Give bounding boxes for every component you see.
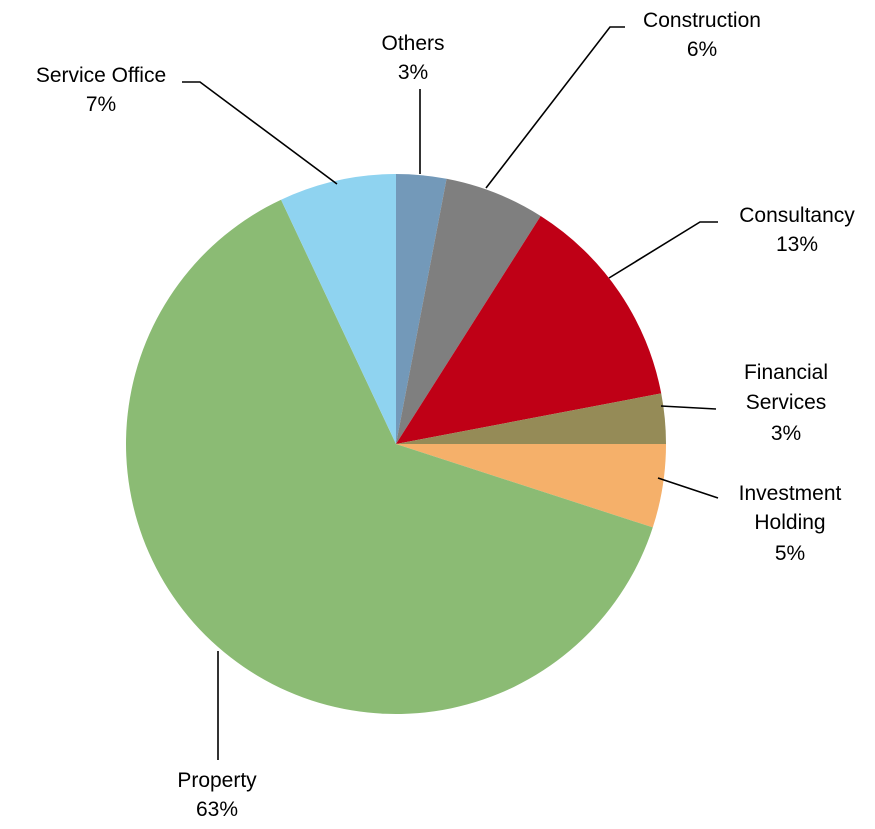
leader-line-financial-services xyxy=(660,405,717,410)
leader-line-investment-holding xyxy=(657,477,719,499)
slice-label-service-office: Service Office xyxy=(36,64,166,87)
slice-percent-financial-services: 3% xyxy=(771,422,801,445)
pie-slice-service-office xyxy=(281,174,396,444)
pie-slice-investment-holding xyxy=(396,444,666,528)
slice-percent-consultancy: 13% xyxy=(776,233,818,256)
leader-lines-layer xyxy=(182,26,719,760)
slices-layer xyxy=(126,174,666,715)
slice-label-financial-services: Financial Services xyxy=(744,361,828,414)
slice-percent-construction: 6% xyxy=(687,38,717,61)
slice-percent-investment-holding: 5% xyxy=(775,542,805,565)
slice-label-consultancy: Consultancy xyxy=(739,204,855,227)
slice-percent-others: 3% xyxy=(398,61,428,84)
labels-layer: Others 3% Construction 6% Consultancy 13% Fina… xyxy=(36,9,855,821)
leader-line-service-office xyxy=(182,81,338,185)
pie-slice-financial-services xyxy=(396,393,666,444)
pie-slice-property xyxy=(126,199,653,715)
leader-line-construction xyxy=(485,26,625,189)
pie-slice-construction xyxy=(396,178,541,444)
slice-percent-service-office: 7% xyxy=(86,93,116,116)
leader-line-consultancy xyxy=(608,221,718,279)
slice-label-investment-holding: Investment Holding xyxy=(739,482,842,534)
pie-slice-others xyxy=(396,174,447,444)
slice-label-construction: Construction xyxy=(643,9,761,32)
slice-label-others: Others xyxy=(381,32,444,55)
slice-label-property: Property xyxy=(177,769,257,792)
pie-slice-consultancy xyxy=(396,216,662,444)
slice-percent-property: 63% xyxy=(196,798,238,821)
